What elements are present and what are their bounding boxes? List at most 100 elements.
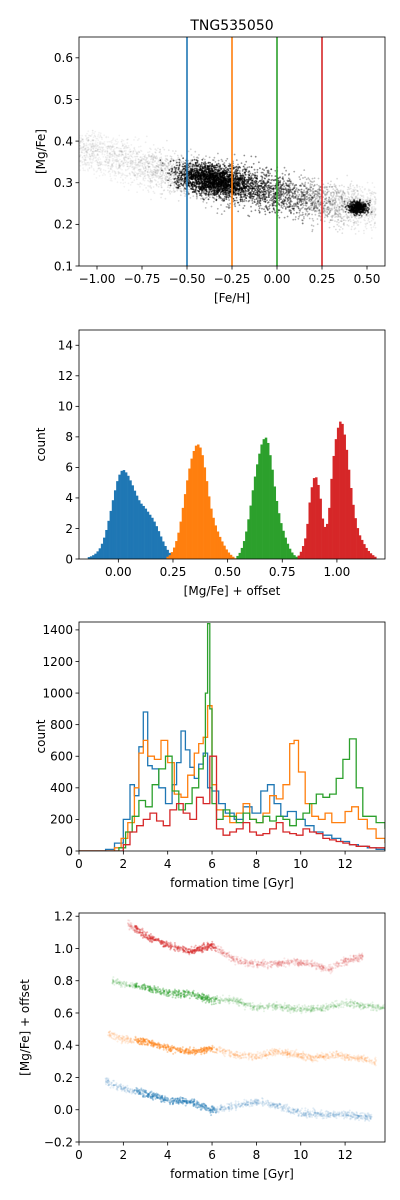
hist-bar bbox=[153, 521, 156, 559]
hist-bar bbox=[280, 523, 283, 559]
x-tick-label: 10 bbox=[293, 1148, 308, 1162]
y-tick-label: 0.5 bbox=[54, 93, 73, 107]
x-tick-label: 0.00 bbox=[264, 272, 291, 286]
y-tick-label: 14 bbox=[58, 339, 73, 353]
hist-bar bbox=[124, 472, 128, 559]
plot-area bbox=[104, 919, 385, 1122]
hist-bar bbox=[336, 427, 340, 559]
hist-bar bbox=[365, 547, 368, 559]
hist-bar bbox=[92, 555, 95, 559]
hist-series-2 bbox=[236, 437, 298, 559]
hist-bar bbox=[374, 556, 377, 559]
plot-area bbox=[87, 421, 377, 559]
hist-bar bbox=[98, 548, 102, 559]
y-tick-label: 0 bbox=[65, 552, 73, 566]
axes-frame bbox=[78, 329, 386, 560]
y-tick-label: 0.8 bbox=[54, 974, 73, 988]
hist-bar bbox=[223, 545, 226, 559]
plot-area bbox=[79, 37, 377, 266]
scatter-series-3 bbox=[126, 919, 364, 975]
hist-bar bbox=[306, 523, 309, 559]
hist-bar bbox=[194, 445, 198, 559]
hist-bar bbox=[328, 507, 331, 559]
hist-bar bbox=[212, 517, 215, 559]
y-axis-label: [Mg/Fe] bbox=[34, 129, 48, 174]
hist-series-0 bbox=[87, 470, 180, 559]
hist-bar bbox=[308, 502, 311, 559]
hist-bar bbox=[162, 541, 165, 559]
hist-bar bbox=[105, 529, 108, 559]
hist-bar bbox=[284, 537, 287, 559]
hist-bar bbox=[197, 444, 200, 559]
x-tick-label: 0.25 bbox=[160, 565, 187, 579]
hist-bar bbox=[360, 539, 364, 559]
y-tick-label: 1.2 bbox=[54, 910, 73, 924]
hist-bar bbox=[166, 556, 169, 559]
y-tick-label: 0.2 bbox=[54, 1071, 73, 1085]
hist-bar bbox=[142, 505, 145, 559]
hist-bar bbox=[159, 536, 163, 559]
hist-bar bbox=[325, 523, 329, 559]
hist-bar bbox=[277, 513, 281, 559]
hist-bar bbox=[96, 551, 99, 559]
y-tick-label: 1400 bbox=[42, 623, 73, 637]
panel-formation-time-histogram: 0 2 4 6 8 10 12 0 200 400 600 800 1000 1200 1400 format… bbox=[34, 621, 386, 890]
hist-bar bbox=[201, 455, 204, 559]
hist-bar bbox=[127, 475, 130, 559]
hist-bar bbox=[304, 538, 307, 559]
hist-bar bbox=[186, 480, 189, 559]
hist-bar bbox=[253, 476, 257, 559]
scatter-series-0 bbox=[104, 1077, 373, 1122]
y-tick-label: 0.2 bbox=[54, 218, 73, 232]
hist-bar bbox=[295, 556, 298, 559]
hist-bar bbox=[371, 555, 375, 559]
y-tick-label: 200 bbox=[50, 813, 73, 827]
y-tick-label: 0.6 bbox=[54, 1006, 73, 1020]
x-axis-label: formation time [Gyr] bbox=[170, 876, 294, 890]
step-series-0 bbox=[79, 711, 385, 851]
hist-bar bbox=[262, 439, 266, 559]
x-tick-label: 8 bbox=[253, 1148, 261, 1162]
y-tick-label: 800 bbox=[50, 718, 73, 732]
x-tick-label: 0.50 bbox=[354, 272, 381, 286]
axes-frame bbox=[78, 621, 386, 852]
hist-bar bbox=[113, 490, 117, 559]
hist-bar bbox=[266, 442, 270, 559]
hist-bar bbox=[332, 455, 336, 559]
hist-bar bbox=[181, 507, 185, 559]
hist-bar bbox=[310, 487, 314, 559]
chart-title: TNG535050 bbox=[189, 18, 273, 34]
y-axis-label: count bbox=[34, 427, 48, 461]
hist-bar bbox=[129, 480, 132, 559]
y-tick-label: 1000 bbox=[42, 686, 73, 700]
hist-bar bbox=[299, 551, 303, 559]
hist-bar bbox=[216, 531, 220, 559]
y-tick-label: 0.0 bbox=[54, 1103, 73, 1117]
hist-bar bbox=[146, 511, 150, 559]
hist-bar bbox=[341, 423, 344, 559]
hist-bar bbox=[144, 508, 148, 559]
hist-bar bbox=[103, 537, 106, 559]
hist-bar bbox=[258, 453, 261, 559]
hist-bar bbox=[229, 554, 233, 559]
panel-formation-time-mgfe-scatter: 0 2 4 6 8 10 12 −0.2 0.0 0.2 0.4 0.6 0.8 1.0 1.2 format… bbox=[18, 910, 386, 1181]
step-series-2 bbox=[79, 622, 385, 851]
hist-series-1 bbox=[166, 444, 237, 559]
hist-bar bbox=[301, 546, 305, 559]
x-tick-label: 0 bbox=[75, 1148, 83, 1162]
hist-bar bbox=[172, 547, 176, 559]
hist-bar bbox=[356, 528, 360, 559]
y-tick-label: 0.4 bbox=[54, 1039, 73, 1053]
hist-bar bbox=[87, 557, 91, 559]
y-tick-label: 0 bbox=[65, 844, 73, 858]
hist-bar bbox=[275, 500, 279, 559]
x-tick-label: 0.75 bbox=[269, 565, 296, 579]
x-tick-label: 0 bbox=[75, 857, 83, 871]
hist-bar bbox=[271, 469, 274, 559]
hist-bar bbox=[240, 547, 244, 559]
x-tick-label: 0.25 bbox=[309, 272, 336, 286]
hist-bar bbox=[236, 555, 239, 559]
hist-bar bbox=[242, 541, 246, 559]
hist-bar bbox=[131, 485, 134, 559]
y-axis-label: [Mg/Fe] + offset bbox=[18, 979, 32, 1076]
